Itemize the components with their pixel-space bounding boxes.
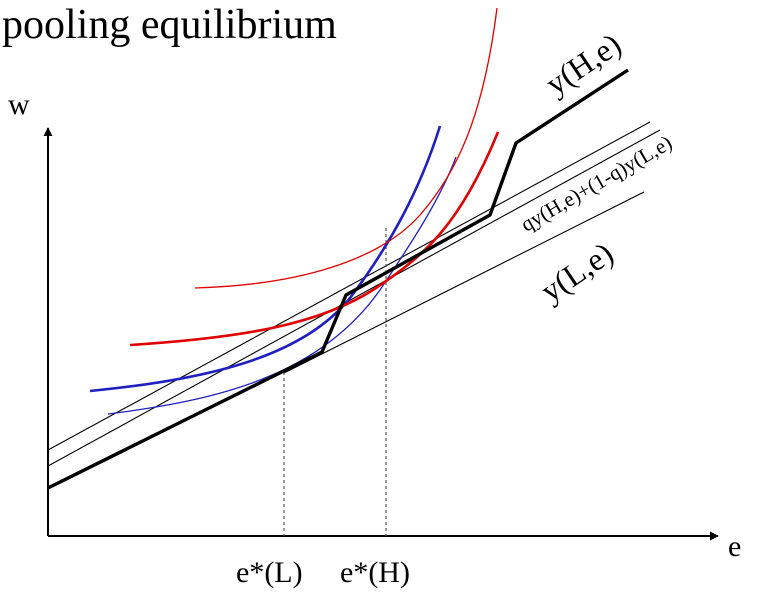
mix-curve-label: qy(H,e)+(1-q)y(L,e) xyxy=(517,130,677,236)
e-high-tick-label: e*(H) xyxy=(340,556,410,589)
pooled-wage-line-upper xyxy=(47,121,651,451)
low-curve-label: y(L,e) xyxy=(534,235,620,309)
mixed-wage-line xyxy=(47,129,661,467)
low-wage-line xyxy=(283,191,645,374)
e-low-tick-label: e*(L) xyxy=(236,556,303,589)
y-axis-label: w xyxy=(8,88,30,121)
x-axis-label: e xyxy=(728,530,741,563)
wage-schedule xyxy=(47,68,629,490)
high-curve-label: y(H,e) xyxy=(539,26,628,102)
high-type-indifference-curve-2 xyxy=(129,131,500,347)
low-type-indifference-curve-1 xyxy=(89,125,442,393)
low-type-indifference-curve-2 xyxy=(107,156,457,415)
diagram-title: pooling equilibrium xyxy=(2,2,337,48)
high-type-indifference-curve-1 xyxy=(194,7,498,289)
